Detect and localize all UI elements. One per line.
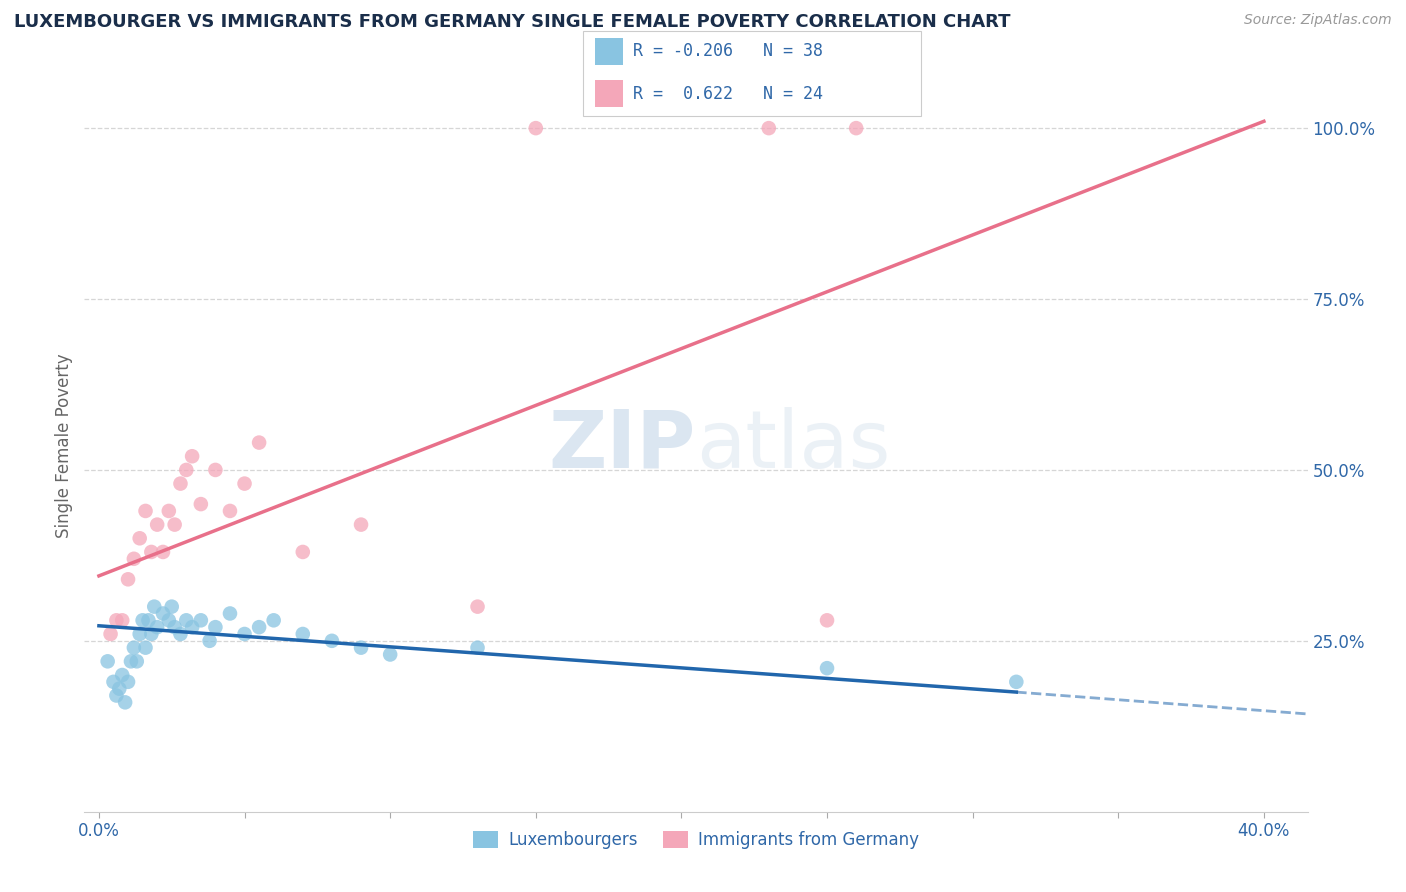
Point: [152, 545, 174, 559]
Point: [169, 627, 191, 641]
Point: [198, 633, 221, 648]
Point: [247, 620, 270, 634]
Point: [128, 531, 150, 545]
Point: [114, 695, 136, 709]
Point: [815, 661, 838, 675]
Point: [233, 476, 256, 491]
Point: [122, 551, 145, 566]
Point: [204, 463, 226, 477]
Point: [190, 497, 212, 511]
Point: [219, 504, 242, 518]
Point: [125, 654, 148, 668]
Point: [204, 620, 226, 634]
Point: [163, 517, 186, 532]
Point: [174, 463, 197, 477]
Point: [103, 674, 125, 689]
Point: [181, 449, 204, 463]
Point: [157, 613, 180, 627]
Point: [380, 648, 402, 662]
Point: [291, 545, 314, 559]
Point: [135, 640, 157, 655]
Point: [219, 607, 242, 621]
Point: [169, 476, 191, 491]
Text: R =  0.622   N = 24: R = 0.622 N = 24: [633, 85, 823, 103]
Point: [111, 668, 134, 682]
Y-axis label: Single Female Poverty: Single Female Poverty: [55, 354, 73, 538]
Point: [157, 504, 180, 518]
Point: [122, 640, 145, 655]
Point: [152, 607, 174, 621]
Point: [105, 613, 128, 627]
Point: [146, 620, 169, 634]
Point: [143, 599, 166, 614]
Text: Source: ZipAtlas.com: Source: ZipAtlas.com: [1244, 13, 1392, 28]
Point: [108, 681, 131, 696]
Point: [97, 654, 120, 668]
Point: [190, 613, 212, 627]
Point: [120, 654, 142, 668]
Point: [100, 627, 122, 641]
Point: [181, 620, 204, 634]
Point: [350, 517, 373, 532]
Point: [174, 613, 197, 627]
Text: atlas: atlas: [696, 407, 890, 485]
Point: [117, 572, 139, 586]
Point: [163, 620, 186, 634]
Point: [815, 613, 838, 627]
Point: [138, 613, 160, 627]
Point: [117, 674, 139, 689]
Point: [1005, 674, 1028, 689]
Point: [141, 545, 163, 559]
Point: [350, 640, 373, 655]
Text: ZIP: ZIP: [548, 407, 696, 485]
Point: [135, 504, 157, 518]
Point: [263, 613, 285, 627]
Point: [291, 627, 314, 641]
Point: [128, 627, 150, 641]
Text: R = -0.206   N = 38: R = -0.206 N = 38: [633, 42, 823, 60]
Point: [758, 121, 780, 136]
Point: [524, 121, 547, 136]
Point: [845, 121, 868, 136]
Legend: Luxembourgers, Immigrants from Germany: Luxembourgers, Immigrants from Germany: [467, 824, 925, 856]
Point: [467, 599, 489, 614]
Point: [247, 435, 270, 450]
Point: [160, 599, 183, 614]
Point: [146, 517, 169, 532]
Point: [105, 689, 128, 703]
Point: [111, 613, 134, 627]
Text: LUXEMBOURGER VS IMMIGRANTS FROM GERMANY SINGLE FEMALE POVERTY CORRELATION CHART: LUXEMBOURGER VS IMMIGRANTS FROM GERMANY …: [14, 13, 1011, 31]
Point: [141, 627, 163, 641]
Point: [467, 640, 489, 655]
Point: [131, 613, 153, 627]
Point: [233, 627, 256, 641]
Point: [321, 633, 343, 648]
